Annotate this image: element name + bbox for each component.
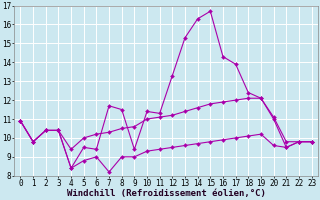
X-axis label: Windchill (Refroidissement éolien,°C): Windchill (Refroidissement éolien,°C) xyxy=(67,189,266,198)
